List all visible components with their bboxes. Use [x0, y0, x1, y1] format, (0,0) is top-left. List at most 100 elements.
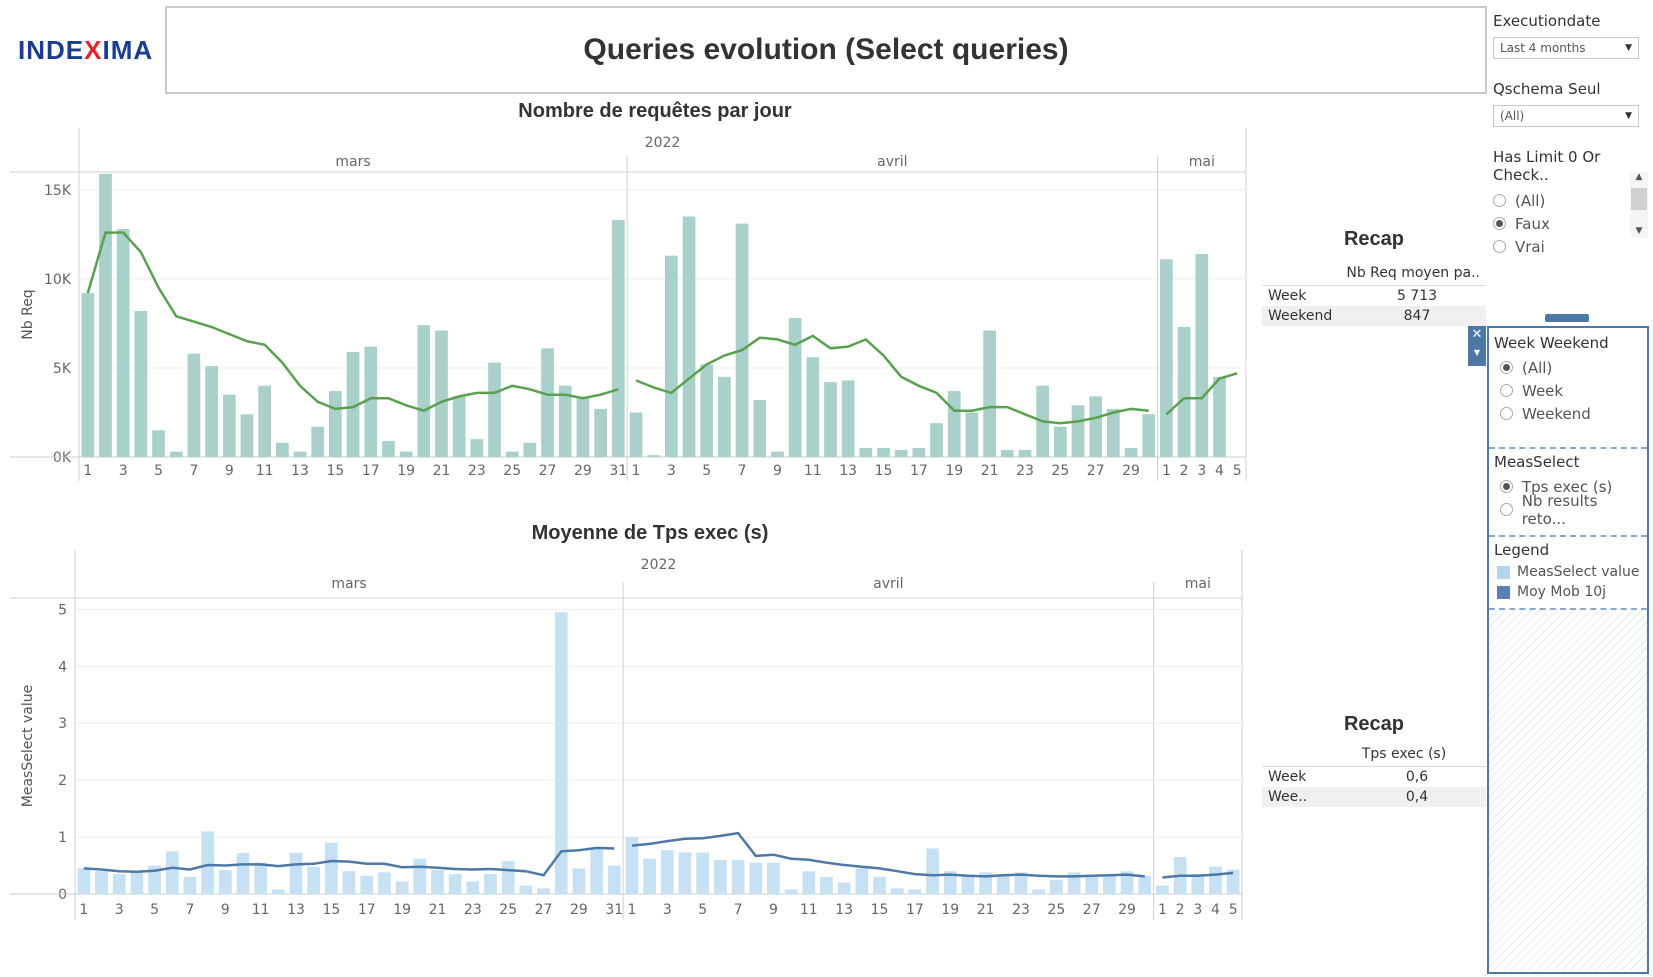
bar	[873, 876, 886, 894]
bar	[1085, 876, 1099, 894]
x-tick-label: 11	[252, 902, 270, 918]
recap1-title: Recap	[1343, 228, 1405, 250]
bar	[678, 852, 692, 894]
y-tick-label: 0K	[53, 450, 72, 466]
recap2-row-label: Week	[1268, 769, 1307, 785]
x-tick-label: 23	[1016, 463, 1034, 479]
y-tick-label: 5K	[53, 361, 72, 377]
x-tick-label: 5	[1233, 463, 1242, 479]
floating-filter-panel: Week Weekend (All) Week Weekend MeasSelect…	[1487, 326, 1649, 974]
bar	[788, 318, 802, 457]
qschema-dropdown[interactable]: (All) ▼	[1493, 105, 1639, 127]
radio-button-icon[interactable]	[1500, 407, 1513, 420]
meas-select-option[interactable]: Tps exec (s)	[1500, 475, 1643, 498]
moving-average-line	[1162, 871, 1234, 879]
hatched-empty-area	[1489, 610, 1647, 970]
moving-average-line	[631, 831, 1145, 878]
bar	[1191, 874, 1205, 894]
bar	[718, 376, 731, 457]
radio-button-icon[interactable]	[1493, 194, 1506, 207]
dashboard-title-box: Queries evolution (Select queries)	[165, 6, 1487, 94]
month-label: avril	[873, 576, 903, 592]
x-tick-label: 25	[1051, 463, 1069, 479]
has-limit-option[interactable]: (All)	[1493, 189, 1653, 212]
x-tick-label: 15	[326, 463, 344, 479]
meas-select-option[interactable]: Nb results reto...	[1500, 492, 1643, 528]
radio-button-icon[interactable]	[1500, 384, 1513, 397]
bar	[271, 889, 285, 894]
x-tick-label: 27	[1087, 463, 1105, 479]
executiondate-dropdown[interactable]: Last 4 months ▼	[1493, 37, 1639, 59]
year-label: 2022	[641, 557, 677, 573]
x-tick-label: 2	[1176, 902, 1185, 918]
has-limit-option[interactable]: Vrai	[1493, 235, 1653, 258]
x-tick-label: 19	[393, 902, 411, 918]
x-tick-label: 2	[1180, 463, 1189, 479]
x-tick-label: 13	[287, 902, 305, 918]
scroll-down-icon[interactable]: ▼	[1635, 226, 1643, 236]
bar	[714, 859, 727, 894]
week-weekend-title: Week Weekend	[1494, 334, 1609, 352]
radio-button-icon[interactable]	[1500, 503, 1513, 516]
x-tick-label: 25	[503, 463, 521, 479]
week-weekend-option[interactable]: (All)	[1500, 356, 1643, 379]
month-label: mai	[1189, 154, 1215, 170]
x-tick-label: 21	[429, 902, 447, 918]
x-tick-label: 7	[185, 902, 194, 918]
has-limit-option-label: Vrai	[1515, 237, 1545, 256]
close-icon[interactable]: ✕	[1471, 327, 1483, 342]
bar	[95, 871, 108, 894]
legend-swatch	[1497, 565, 1510, 579]
bar	[329, 391, 342, 457]
has-limit-scrollbar[interactable]: ▲ ▼	[1630, 172, 1648, 238]
bar	[289, 853, 303, 894]
has-limit-option[interactable]: Faux	[1493, 212, 1653, 235]
x-tick-label: 15	[875, 463, 893, 479]
radio-button-icon[interactable]	[1500, 480, 1513, 493]
x-tick-label: 1	[632, 463, 641, 479]
x-tick-label: 29	[1122, 463, 1140, 479]
moving-average-line	[86, 231, 619, 413]
chevron-down-icon[interactable]: ▼	[1473, 348, 1481, 357]
legend-label: MeasSelect value	[1517, 564, 1640, 580]
scroll-up-icon[interactable]: ▲	[1635, 172, 1643, 182]
bar	[222, 394, 236, 457]
x-tick-label: 27	[539, 463, 557, 479]
bar	[611, 220, 625, 457]
week-weekend-option[interactable]: Weekend	[1500, 402, 1643, 425]
y-tick-label: 3	[58, 716, 67, 732]
x-tick-label: 13	[291, 463, 309, 479]
bar	[130, 872, 144, 894]
x-tick-label: 5	[698, 902, 707, 918]
recap2-row-value: 0,4	[1405, 789, 1429, 805]
x-tick-label: 5	[1229, 902, 1238, 918]
bar	[293, 451, 307, 457]
recap2-title: Recap	[1343, 713, 1405, 735]
radio-button-icon[interactable]	[1493, 217, 1506, 230]
week-weekend-option[interactable]: Week	[1500, 379, 1643, 402]
filter-executiondate: Executiondate Last 4 months ▼	[1493, 12, 1653, 59]
x-tick-label: 5	[154, 463, 163, 479]
bar	[731, 859, 745, 894]
x-tick-label: 21	[433, 463, 451, 479]
y-tick-label: 2	[58, 773, 67, 789]
legend-item[interactable]: Moy Mob 10j	[1497, 582, 1643, 602]
recap1-header: Nb Req moyen pa..	[1346, 265, 1480, 281]
bar	[116, 229, 130, 457]
bar	[877, 448, 890, 457]
recap2-table: Tps exec (s) Week 0,6 Wee.. 0,4	[1262, 746, 1486, 807]
recap1-row-label: Weekend	[1268, 308, 1333, 324]
radio-button-icon[interactable]	[1500, 361, 1513, 374]
scroll-thumb[interactable]	[1631, 188, 1647, 210]
x-tick-label: 9	[225, 463, 234, 479]
bar	[99, 173, 112, 457]
bar	[824, 382, 837, 457]
panel-grip-handle[interactable]	[1545, 314, 1589, 322]
moving-average-line	[635, 334, 1149, 425]
legend-item[interactable]: MeasSelect value	[1497, 562, 1643, 582]
x-tick-label: 23	[464, 902, 482, 918]
bar	[342, 871, 356, 894]
x-tick-label: 1	[1158, 902, 1167, 918]
radio-button-icon[interactable]	[1493, 240, 1506, 253]
